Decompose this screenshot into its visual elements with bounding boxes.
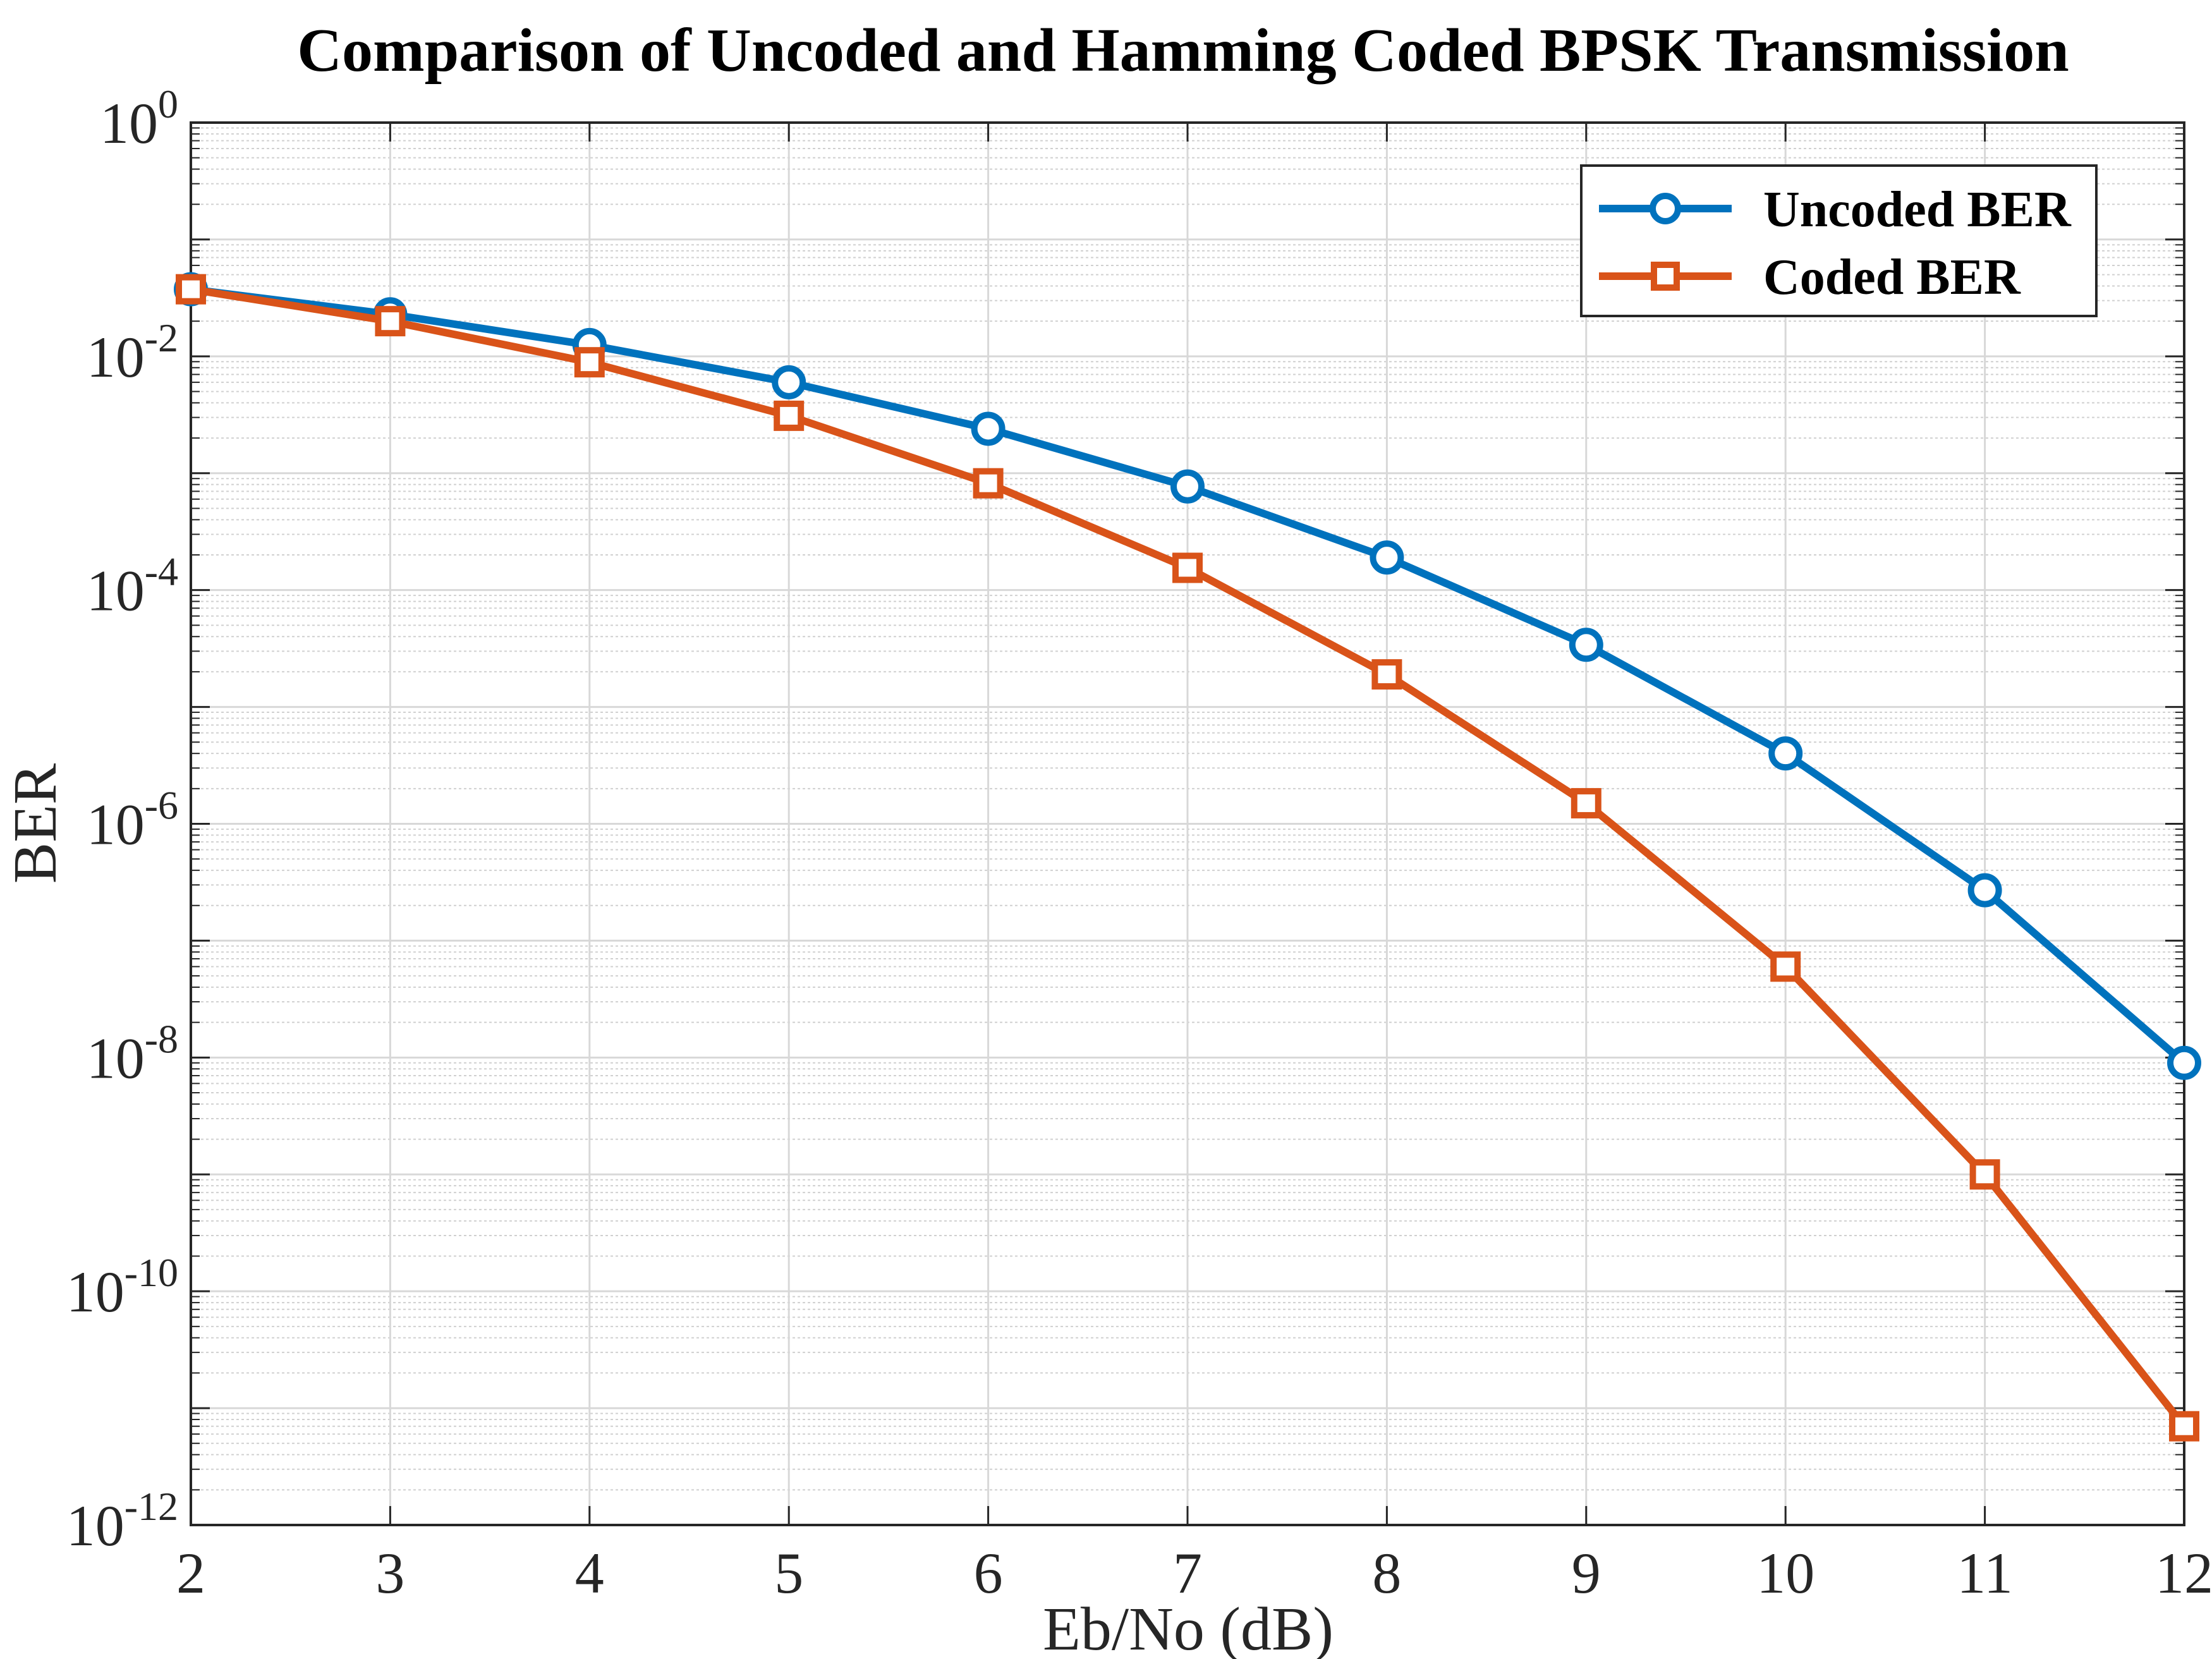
x-tick-label: 5 xyxy=(774,1541,803,1605)
x-tick-label: 4 xyxy=(575,1541,604,1605)
y-tick-base: 10 xyxy=(87,1026,145,1090)
data-point-uncoded-ber xyxy=(1569,628,1603,662)
y-tick-label: 10-8 xyxy=(87,1016,178,1090)
y-tick-label: 10-12 xyxy=(66,1484,178,1558)
data-point-coded-ber xyxy=(176,274,206,305)
data-point-coded-ber xyxy=(973,468,1004,499)
y-tick-label: 10-4 xyxy=(87,549,178,623)
data-point-uncoded-ber xyxy=(1370,540,1404,575)
y-tick-base: 10 xyxy=(87,325,145,389)
y-axis-label: BER xyxy=(1,763,70,884)
data-point-uncoded-ber xyxy=(1967,873,2002,908)
data-point-uncoded-ber xyxy=(1768,736,1803,771)
y-tick-exponent: -2 xyxy=(145,315,178,360)
x-tick-label: 6 xyxy=(974,1541,1003,1605)
data-point-uncoded-ber xyxy=(2167,1045,2201,1080)
legend: Uncoded BER Coded BER xyxy=(1580,164,2098,317)
legend-box xyxy=(1580,164,2098,317)
data-point-uncoded-ber xyxy=(1170,469,1205,504)
y-tick-exponent: 0 xyxy=(158,82,178,126)
data-point-coded-ber xyxy=(1969,1159,2000,1190)
y-tick-exponent: -10 xyxy=(125,1250,178,1295)
legend-label-uncoded: Uncoded BER xyxy=(1763,182,2072,238)
x-axis-label: Eb/No (dB) xyxy=(1043,1595,1334,1659)
data-point-coded-ber xyxy=(2169,1411,2199,1442)
legend-entry-coded: Coded BER xyxy=(1599,250,2021,305)
series-coded-ber xyxy=(176,274,2199,1442)
x-tick-label: 8 xyxy=(1372,1541,1401,1605)
y-tick-base: 10 xyxy=(87,559,145,623)
x-tick-labels: 2 3 4 5 6 7 8 9 10 11 12 xyxy=(176,1541,2212,1605)
data-point-coded-ber xyxy=(774,400,805,431)
x-tick-label: 7 xyxy=(1173,1541,1202,1605)
y-tick-base: 10 xyxy=(100,91,158,155)
data-point-uncoded-ber xyxy=(772,365,806,399)
y-tick-label: 10-10 xyxy=(66,1250,178,1324)
y-tick-base: 10 xyxy=(66,1493,125,1558)
y-tick-label: 10-2 xyxy=(87,315,178,389)
x-tick-label: 12 xyxy=(2155,1541,2212,1605)
data-point-coded-ber xyxy=(1371,659,1402,690)
legend-entry-uncoded: Uncoded BER xyxy=(1599,182,2072,238)
x-tick-label: 2 xyxy=(176,1541,205,1605)
x-tick-label: 9 xyxy=(1572,1541,1601,1605)
y-tick-exponent: -6 xyxy=(145,783,178,828)
series-layer xyxy=(174,272,2201,1442)
y-tick-base: 10 xyxy=(87,793,145,857)
y-tick-label: 10-6 xyxy=(87,783,178,857)
y-tick-label: 100 xyxy=(100,82,178,155)
data-point-uncoded-ber xyxy=(971,411,1006,446)
y-tick-base: 10 xyxy=(66,1260,125,1324)
data-point-coded-ber xyxy=(1571,787,1601,818)
y-tick-exponent: -4 xyxy=(145,549,178,594)
x-tick-label: 3 xyxy=(375,1541,404,1605)
x-tick-label: 11 xyxy=(1957,1541,2013,1605)
x-tick-label: 10 xyxy=(1756,1541,1814,1605)
plot-frame xyxy=(190,121,2185,1526)
legend-label-coded: Coded BER xyxy=(1763,250,2021,305)
legend-marker-circle-icon xyxy=(1650,193,1681,224)
y-tick-exponent: -8 xyxy=(145,1016,178,1061)
data-point-coded-ber xyxy=(1770,951,1801,982)
legend-marker-square-icon xyxy=(1651,262,1680,291)
y-tick-exponent: -12 xyxy=(125,1484,178,1529)
chart-title: Comparison of Uncoded and Hamming Coded … xyxy=(297,16,2069,85)
data-point-coded-ber xyxy=(1172,552,1203,583)
data-point-coded-ber xyxy=(574,347,605,378)
data-point-coded-ber xyxy=(375,306,406,337)
